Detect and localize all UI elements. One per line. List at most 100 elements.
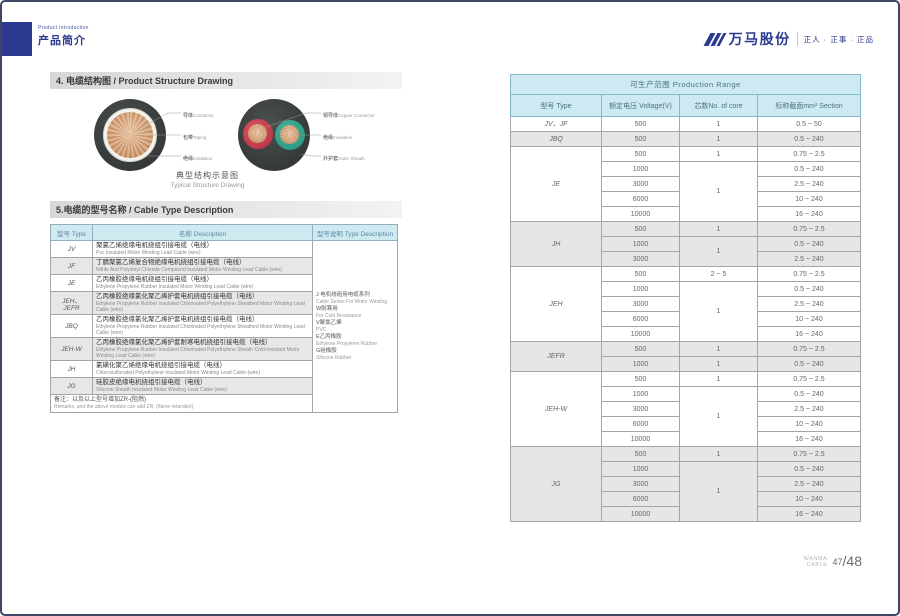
label-outer-sheath-en: Outer Sheath	[338, 156, 365, 161]
section-range-cell: 2.5 ~ 240	[757, 296, 861, 312]
production-range-row: JEH 500 2 ~ 5 0.75 ~ 2.5	[510, 266, 861, 342]
label-taping-en: Taping	[193, 135, 207, 140]
col-header-type: 型号 Type	[50, 224, 93, 241]
leader-lines	[133, 112, 321, 157]
core-count-cell: 1	[679, 221, 758, 237]
production-type-cell: JH	[510, 221, 602, 267]
section-range-cell: 0.5 ~ 50	[757, 116, 861, 132]
section-range-cell: 0.5 ~ 240	[757, 236, 861, 252]
production-type-cell: JG	[510, 446, 602, 522]
label-taping: 包带Taping	[183, 132, 206, 141]
voltage-cell: 1000	[601, 161, 680, 177]
production-range-row: JBQ 500 1 0.5 ~ 240	[510, 131, 861, 147]
voltage-cell: 1000	[601, 461, 680, 477]
cable-type-cell: JV	[50, 240, 93, 258]
label-insulation-2-cn: 绝缘	[323, 135, 334, 141]
section-range-cell: 0.75 ~ 2.5	[757, 371, 861, 387]
section-range-cell: 0.75 ~ 2.5	[757, 221, 861, 237]
section-range-cell: 10 ~ 240	[757, 416, 861, 432]
section-range-cell: 16 ~ 240	[757, 506, 861, 522]
type-desc-en: Cable Series For Motor Winding	[316, 298, 388, 305]
cable-type-row: JG 硅胶皮绝缘电机绕组引接电缆（电线） Silicone Sheath Insul…	[50, 377, 398, 395]
production-range-row: 1000 1 0.5 ~ 240	[511, 356, 861, 372]
voltage-cell: 1000	[601, 236, 680, 252]
voltage-cell: 500	[601, 371, 680, 387]
corner-accent-block	[2, 22, 32, 56]
label-insulation-en: Insulation	[193, 156, 213, 161]
section-range-cell: 2.5 ~ 240	[757, 251, 861, 267]
cable-name-en: Silicone Sheath Insulated Motor Winding …	[96, 387, 227, 393]
voltage-cell: 500	[601, 116, 680, 132]
label-taping-cn: 包带	[183, 135, 194, 141]
footnote-cell: 备注：以及以上型号增加ZR-(阻燃) Remarks, and the above…	[50, 394, 313, 413]
section-range-cell: 0.5 ~ 240	[757, 161, 861, 177]
production-range-body: JV、JF 500 1 0.5 ~ 50 JBQ 500 1 0.5 ~ 240 JE 500 1 0…	[510, 116, 861, 522]
production-range-table: 可生产范围 Production Range 型号 Type 额定电压 Volt…	[510, 74, 861, 522]
label-insulation-2-en: Insulation	[333, 135, 353, 140]
cable-name-cell: 乙丙橡胶绝缘氯化聚乙烯护套电机绕组引接电缆（电线） Ethylene Propyl…	[92, 291, 313, 315]
core-count-cell: 1	[679, 341, 758, 357]
section-range-cell: 0.5 ~ 240	[757, 386, 861, 402]
core-count-cell: 1	[679, 446, 758, 462]
red-core-copper	[248, 124, 267, 143]
cable-type-footnote-row: 备注：以及以上型号增加ZR-(阻燃) Remarks, and the above…	[50, 394, 398, 413]
cable-name-cn: 乙丙橡胶绝缘氯化聚乙烯护套电机绕组引接电缆（电线）	[96, 293, 259, 300]
brand-header: 万马股份 正人 · 正事 · 正品	[703, 29, 874, 49]
col-header-type: 型号 Type	[510, 94, 602, 117]
cable-name-en: Chlorosulfonated Polyethylene Insulated …	[96, 370, 260, 376]
section-range-cell: 10 ~ 240	[757, 191, 861, 207]
caption-cn: 典型结构示意图	[176, 171, 239, 180]
cable-name-cn: 乙丙橡胶绝缘氯化聚乙烯护套耐寒电机绕组引接电缆（电线）	[96, 339, 272, 346]
section-range-cell: 0.75 ~ 2.5	[757, 146, 861, 162]
production-range-row: JG 500 1 0.75 ~ 2.5	[510, 446, 861, 522]
footer-brand-bottom: CABLE	[806, 562, 828, 568]
core-count-cell: 2 ~ 5	[679, 266, 758, 282]
cable-type-row: JEH-W 乙丙橡胶绝缘氯化聚乙烯护套耐寒电机绕组引接电缆（电线） Ethylene…	[50, 337, 398, 361]
section-range-cell: 10 ~ 240	[757, 491, 861, 507]
type-desc-en: PVC	[316, 326, 327, 333]
cable-name-cell: 聚氯乙烯绝缘电机绕组引接电缆（电线） Pvc Insulated Motor Wi…	[92, 240, 313, 258]
section-range-cell: 0.75 ~ 2.5	[757, 341, 861, 357]
section-range-cell: 0.5 ~ 240	[757, 461, 861, 477]
production-range-row: JE 500 1 0.75 ~ 2.5	[510, 146, 861, 222]
section-range-cell: 0.5 ~ 240	[757, 131, 861, 147]
cable-name-cn: 硅胶皮绝缘电机绕组引接电缆（电线）	[96, 379, 207, 386]
voltage-cell: 500	[601, 146, 680, 162]
cable-name-en: Nitrile And Polyvinyl Chloride Compound …	[96, 267, 282, 273]
label-outer-sheath-cn: 外护套	[323, 156, 339, 162]
wanma-logo-icon	[703, 32, 727, 46]
footer-brand: WANMA CABLE	[804, 556, 828, 568]
cable-type-row: JBQ 乙丙橡胶绝缘氯化聚乙烯护套电机绕组引接电缆（电线） Ethylene Pro…	[50, 314, 398, 338]
production-type-cell: JEH	[510, 266, 602, 342]
core-count-cell: 1	[679, 116, 758, 132]
section-range-cell: 16 ~ 240	[757, 206, 861, 222]
production-range-row: 6000 10 ~ 240	[511, 491, 861, 507]
production-type-cell: JBQ	[510, 131, 602, 147]
type-desc-en: Silicone Rubber	[316, 354, 352, 361]
core-count-cell: 1	[679, 356, 758, 372]
voltage-cell: 1000	[601, 281, 680, 297]
cable-name-en: Ethylene Propylene Rubber Insulated Chlo…	[96, 301, 305, 313]
cable-name-cn: 乙丙橡胶绝缘氯化聚乙烯护套电机绕组引接电缆（电线）	[96, 316, 259, 323]
label-insulation-2: 绝缘Insulation	[323, 132, 352, 141]
cable-name-cell: 乙丙橡胶绝缘氯化聚乙烯护套电机绕组引接电缆（电线） Ethylene Propyl…	[92, 314, 313, 338]
cable-type-cell: JEH-W	[50, 337, 93, 361]
cable-type-row: JEH、JEFR 乙丙橡胶绝缘氯化聚乙烯护套电机绕组引接电缆（电线） Ethylen…	[50, 291, 398, 315]
type-desc-en: For Cold Resistance	[316, 312, 362, 319]
cable-type-row: JF 丁腈聚氯乙烯复合物绝缘电机绕组引接电缆（电线） Nitrile And Pol…	[50, 257, 398, 275]
production-range-row: 6000 10 ~ 240	[511, 191, 861, 207]
cable-name-cn: 氯磺化聚乙烯绝缘电机绕组引接电缆（电线）	[96, 362, 226, 369]
cable-type-row: JH 氯磺化聚乙烯绝缘电机绕组引接电缆（电线） Chlorosulfonated P…	[50, 360, 398, 378]
production-type-cell: JE	[510, 146, 602, 222]
cable-name-cell: 乙丙橡胶绝缘氯化聚乙烯护套耐寒电机绕组引接电缆（电线） Ethylene Prop…	[92, 337, 313, 361]
voltage-cell: 3000	[601, 176, 680, 192]
cable-name-cell: 丁腈聚氯乙烯复合物绝缘电机绕组引接电缆（电线） Nitrile And Polyv…	[92, 257, 313, 275]
section-range-cell: 10 ~ 240	[757, 311, 861, 327]
col-header-voltage: 额定电压 Voltage(V)	[601, 94, 680, 117]
cable-type-cell: JBQ	[50, 314, 93, 338]
voltage-cell: 1000	[601, 356, 680, 372]
cable-type-header-row: 型号 Type 名称 Description 型号说明 Type Descrip…	[50, 224, 398, 241]
type-desc-cn: G硅橡胶	[316, 347, 337, 354]
cable-name-cell: 氯磺化聚乙烯绝缘电机绕组引接电缆（电线） Chlorosulfonated Pol…	[92, 360, 313, 378]
